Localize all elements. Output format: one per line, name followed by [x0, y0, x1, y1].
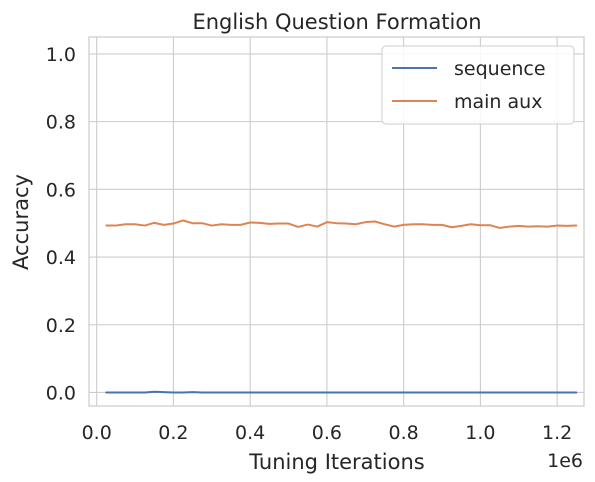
y-axis-ticks: 0.0 0.2 0.4 0.6 0.8 1.0	[46, 44, 76, 405]
x-tick-label: 0.6	[312, 422, 342, 444]
x-tick-label: 1.0	[465, 422, 495, 444]
y-axis-title: Accuracy	[9, 174, 33, 270]
x-tick-label: 1.2	[542, 422, 572, 444]
x-tick-label: 0.2	[158, 422, 188, 444]
series-line-sequence	[105, 390, 578, 394]
legend: sequence main aux	[381, 45, 575, 125]
series-layer	[105, 219, 578, 394]
legend-box	[381, 45, 575, 125]
x-axis-offset-label: 1e6	[547, 450, 583, 472]
y-tick-label: 0.0	[46, 382, 76, 404]
y-tick-label: 1.0	[46, 44, 76, 66]
chart-title: English Question Formation	[192, 10, 481, 34]
series-line-main-aux	[105, 219, 578, 229]
legend-label-main-aux: main aux	[454, 91, 542, 113]
y-tick-label: 0.4	[46, 247, 76, 269]
x-tick-label: 0.0	[82, 422, 112, 444]
y-tick-label: 0.6	[46, 179, 76, 201]
plot-frame	[88, 36, 585, 407]
x-axis-title: Tuning Iterations	[248, 450, 424, 474]
x-axis-ticks: 0.0 0.2 0.4 0.6 0.8 1.0 1.2	[82, 422, 573, 444]
y-tick-label: 0.8	[46, 112, 76, 134]
legend-label-sequence: sequence	[454, 58, 546, 80]
y-tick-label: 0.2	[46, 315, 76, 337]
x-tick-label: 0.4	[235, 422, 265, 444]
x-tick-label: 0.8	[389, 422, 419, 444]
